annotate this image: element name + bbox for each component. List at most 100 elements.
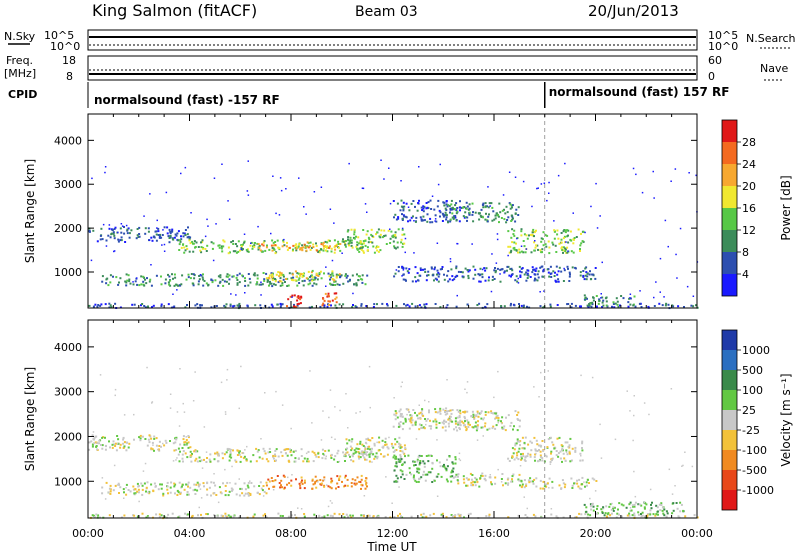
velocity-echo-cell [465,428,468,430]
velocity-echo-cell [174,441,177,444]
velocity-echo-cell [545,485,548,488]
velocity-echo-cell [267,451,270,454]
velocity-echo-cell [555,454,558,457]
velocity-echo-cell [314,482,316,485]
velocity-echo-cell [444,429,447,432]
power-echo-cell [438,209,441,212]
velocity-echo-cell [563,457,566,460]
power-echo-cell [364,283,367,286]
power-echo-cell [339,249,342,252]
power-echo-cell [355,245,358,248]
velocity-echo-cell [179,491,182,494]
power-echo-cell [300,247,303,249]
velocity-echo-cell [158,440,161,443]
power-echo-cell [187,276,190,279]
velocity-echo-cell [469,472,472,475]
power-echo-cell [585,266,588,269]
velocity-echo-cell [404,455,406,458]
power-echo-cell [159,236,162,239]
power-echo-cell [512,233,515,236]
velocity-echo-cell [317,481,319,483]
velocity-echo-cell [525,483,528,486]
power-echo-cell [227,252,230,255]
power-echo-cell [566,303,569,306]
velocity-echo-cell [478,485,481,488]
velocity-echo-cell [200,459,203,462]
velocity-echo-cell [354,483,357,486]
nave-tick-top: 60 [708,54,722,67]
power-echo-cell [328,303,331,306]
velocity-echo-cell [330,481,333,484]
velocity-echo-cell [152,490,155,493]
power-echo-cell [310,274,313,277]
velocity-echo-cell [471,426,474,429]
power-echo-cell [449,208,452,211]
velocity-echo-cell [449,418,452,421]
velocity-echo-cell [169,393,172,395]
velocity-echo-cell [338,513,341,516]
velocity-echo-cell [95,513,98,516]
power-echo-cell [493,218,496,221]
power-echo-cell [533,268,536,271]
velocity-echo-cell [157,488,160,491]
velocity-echo-cell [330,477,333,480]
power-echo-cell [397,266,400,268]
power-echo-cell [583,294,586,297]
power-echo-cell [299,248,301,251]
power-echo-cell [444,211,447,214]
velocity-echo-cell [362,515,365,518]
velocity-echo-cell [184,512,187,515]
power-echo-cell [306,277,309,280]
power-echo-cell [531,205,533,208]
velocity-echo-cell [198,483,201,486]
power-echo-cell [219,274,222,277]
power-echo-cell [510,236,513,239]
velocity-echo-cell [630,509,633,512]
power-echo-cell [281,303,284,306]
velocity-echo-cell [399,512,401,515]
power-echo-cell [468,211,471,214]
velocity-echo-cell [448,410,450,412]
power-echo-cell [477,273,480,276]
power-echo-cell [567,229,570,232]
power-echo-cell [564,231,567,234]
velocity-echo-cell [104,498,107,500]
power-echo-cell [514,212,517,215]
velocity-echo-cell [365,438,368,441]
velocity-echo-cell [557,452,560,455]
velocity-echo-cell [224,512,227,515]
power-echo-cell [312,243,315,246]
power-echo-cell [205,282,208,285]
power-echo-cell [532,268,535,271]
power-echo-cell [392,236,395,239]
velocity-echo-cell [123,497,125,499]
velocity-echo-cell [461,420,464,423]
x-tick-label: 12:00 [377,527,409,540]
power-echo-cell [271,275,274,278]
velocity-echo-cell [260,438,262,440]
power-echo-cell [513,229,516,232]
power-echo-cell [321,243,324,246]
power-echo-cell [334,248,337,251]
power-echo-cell [328,246,331,249]
power-colorbar-label: Power [dB] [779,175,793,240]
velocity-echo-cell [267,460,270,463]
power-echo-cell [360,303,363,306]
power-echo-cell [472,220,475,223]
velocity-echo-cell [646,514,649,517]
velocity-echo-cell [474,425,477,428]
velocity-echo-band [520,476,598,490]
velocity-echo-cell [311,487,314,490]
velocity-echo-cell [443,463,445,466]
power-echo-cell [584,274,587,277]
power-echo-cell [131,303,134,306]
power-echo-cell [353,228,356,231]
velocity-echo-cell [295,478,297,481]
velocity-echo-cell [539,479,542,482]
power-echo-cell [549,305,552,308]
velocity-echo-cell [91,434,94,437]
power-echo-cell [247,273,250,275]
velocity-echo-cell [229,452,232,455]
velocity-echo-cell [350,449,353,452]
power-echo-cell [296,304,299,307]
